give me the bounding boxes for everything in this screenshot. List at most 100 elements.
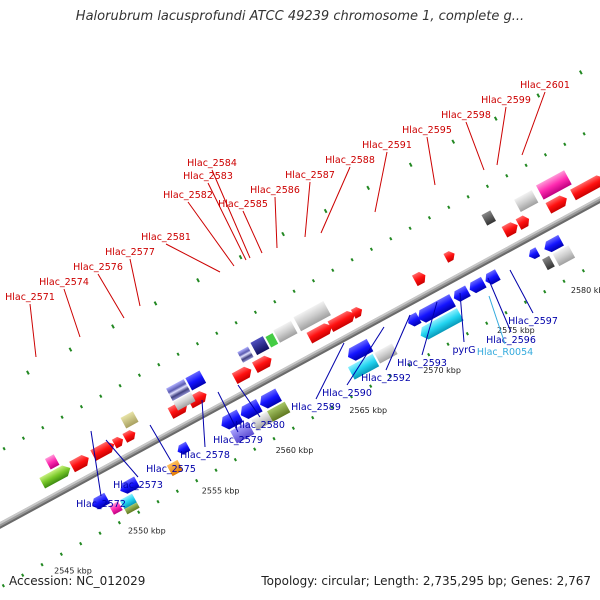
reverse-gene-label: Hlac_2590 — [322, 388, 372, 399]
forward-gene-label: Hlac_2584 — [187, 158, 237, 169]
gene-box — [251, 411, 273, 431]
gene-arrow — [240, 399, 263, 419]
forward-gene-label: Hlac_2585 — [218, 199, 268, 210]
gene-arrow — [120, 476, 140, 494]
forward-gene-label: Hlac_2574 — [39, 277, 89, 288]
chromosome-backbone — [0, 145, 600, 552]
gene-box — [173, 392, 196, 411]
forward-gene-label: Hlac_2571 — [5, 292, 55, 303]
reverse-gene-label: Hlac_2589 — [291, 402, 341, 413]
gene-arrow — [306, 323, 333, 344]
scale-label: 2550 kbp — [128, 526, 166, 535]
gene-arrow — [408, 312, 422, 327]
gene-labels: Hlac_2571 Hlac_2574 Hlac_2576 Hlac_2577 Hlac… — [5, 80, 570, 510]
leader-line — [63, 288, 81, 338]
scale-label: 2580 kbp — [571, 286, 600, 295]
forward-gene-label: Hlac_2595 — [402, 125, 452, 136]
forward-gene-label: Hlac_2582 — [163, 190, 213, 201]
forward-gene-label: Hlac_2598 — [441, 110, 491, 121]
leader-line — [521, 91, 546, 156]
forward-strand-genes — [39, 170, 600, 489]
leader-line — [496, 106, 507, 166]
gene-box — [185, 370, 207, 391]
gene-box — [514, 190, 539, 212]
gene-arrow — [545, 195, 567, 214]
reverse-gene-label: Hlac_2575 — [146, 464, 196, 475]
leader-line — [97, 273, 125, 319]
gene-arrow — [420, 308, 464, 340]
leader-line — [187, 201, 235, 267]
outer-guide-dots — [26, 70, 583, 375]
gene-arrow — [544, 234, 564, 253]
gene-arrow — [348, 338, 374, 361]
forward-gene-label: Hlac_2576 — [73, 262, 123, 273]
scale-labels: 2545 kbp 2550 kbp 2555 kbp 2560 kbp 2565 kbp… — [54, 286, 600, 576]
reverse-gene-label: Hlac_2593 — [397, 358, 447, 369]
gene-box — [237, 346, 254, 363]
leader-line — [242, 210, 263, 254]
gene-arrow — [570, 175, 600, 201]
gene-box — [273, 320, 298, 343]
leader-line — [237, 384, 261, 418]
gene-arrow — [251, 355, 272, 374]
upper-guide-dots — [2, 131, 586, 451]
reverse-gene-label: Hlac_2596 — [486, 335, 536, 346]
leader-line — [129, 258, 141, 307]
gene-box — [119, 493, 137, 510]
leader-line — [459, 292, 465, 343]
leader-line — [421, 301, 438, 356]
scale-label: 2545 kbp — [54, 566, 92, 575]
gene-box — [542, 255, 555, 271]
scale-label: 2560 kbp — [276, 446, 314, 455]
gene-arrow — [485, 269, 501, 285]
leader-line — [320, 166, 351, 234]
gene-arrow — [501, 222, 518, 238]
gene-arrow — [221, 409, 244, 430]
leader-line — [374, 151, 388, 213]
gene-arrow — [69, 455, 89, 473]
leader-line — [465, 121, 485, 171]
topology-stats: Topology: circular; Length: 2,735,295 bp… — [261, 574, 591, 588]
reverse-gene-label: pyrG — [453, 345, 476, 356]
gene-box — [166, 459, 184, 477]
gene-arrow — [350, 307, 363, 319]
gene-arrow — [122, 430, 136, 443]
gene-box — [535, 170, 572, 200]
leader-line — [90, 430, 102, 497]
gene-box — [347, 353, 380, 380]
gene-arrow — [453, 285, 471, 302]
reverse-gene-label: Hlac_2597 — [508, 316, 558, 327]
gene-arrow — [39, 465, 71, 489]
gene-arrow — [92, 492, 110, 510]
gene-box — [250, 336, 270, 356]
gene-arrow — [231, 366, 252, 384]
gene-box — [120, 411, 139, 429]
gene-box — [265, 333, 279, 348]
reverse-gene-label: Hlac_2578 — [180, 450, 230, 461]
forward-gene-label: Hlac_2587 — [285, 170, 335, 181]
forward-gene-label: Hlac_2581 — [141, 232, 191, 243]
gene-arrow — [528, 247, 541, 259]
leader-line — [201, 399, 206, 448]
gene-arrow — [260, 388, 282, 409]
reverse-gene-label: Hlac_2572 — [76, 499, 126, 510]
reverse-gene-label: Hlac_2573 — [113, 480, 163, 491]
leader-line — [346, 326, 385, 386]
leader-line — [426, 136, 436, 186]
leader-line — [29, 303, 37, 358]
scale-label: 2575 kbp — [497, 326, 535, 335]
gene-box — [230, 421, 255, 444]
gene-arrow — [443, 251, 455, 263]
gene-arrow — [90, 441, 115, 461]
scale-label: 2565 kbp — [349, 406, 387, 415]
gene-arrow — [515, 215, 530, 230]
gene-arrow — [327, 310, 356, 332]
leader-line — [487, 277, 512, 333]
reverse-gene-label: Hlac_2592 — [361, 373, 411, 384]
gene-box — [109, 501, 123, 515]
leader-line — [217, 391, 239, 433]
forward-gene-label: Hlac_2577 — [105, 247, 155, 258]
forward-gene-label: Hlac_2588 — [325, 155, 375, 166]
leader-line — [211, 169, 251, 259]
gene-arrow — [177, 441, 191, 455]
